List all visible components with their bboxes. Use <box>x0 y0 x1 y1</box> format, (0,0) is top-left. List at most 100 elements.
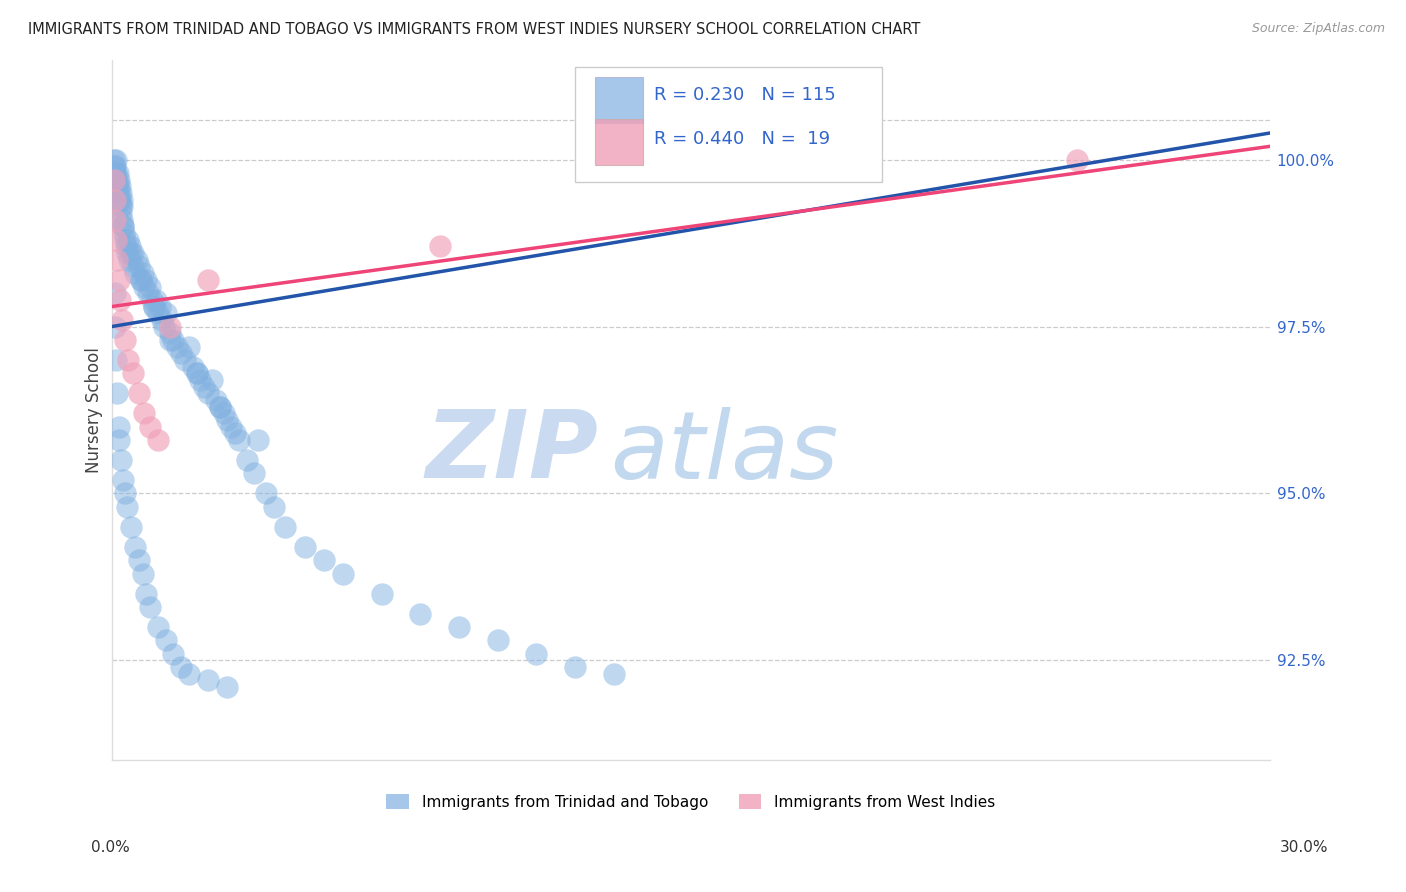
Point <box>205 392 228 407</box>
Point <box>107 273 129 287</box>
Point <box>486 633 509 648</box>
Point <box>111 313 134 327</box>
Point <box>103 166 125 180</box>
Point <box>124 266 146 280</box>
Point <box>429 239 451 253</box>
Point <box>104 153 127 167</box>
Point <box>201 373 224 387</box>
Point <box>564 660 586 674</box>
Point <box>197 386 219 401</box>
Point <box>274 520 297 534</box>
Point <box>212 406 235 420</box>
Point <box>108 193 131 207</box>
Point <box>128 260 150 274</box>
Text: R = 0.230   N = 115: R = 0.230 N = 115 <box>654 86 835 103</box>
Point <box>208 400 231 414</box>
Point <box>197 673 219 688</box>
Point <box>110 453 132 467</box>
Point <box>162 647 184 661</box>
Point <box>312 553 335 567</box>
FancyBboxPatch shape <box>575 67 882 182</box>
Point <box>107 193 129 207</box>
Point <box>134 279 156 293</box>
Point <box>107 419 129 434</box>
Point <box>110 206 132 220</box>
Point <box>332 566 354 581</box>
Point <box>107 186 129 200</box>
Point <box>114 333 136 347</box>
Point <box>135 586 157 600</box>
Point <box>105 353 128 368</box>
Point <box>107 252 129 267</box>
Point <box>155 633 177 648</box>
Point <box>128 553 150 567</box>
Point <box>104 160 127 174</box>
Point <box>117 353 139 368</box>
Point <box>177 666 200 681</box>
Point <box>115 239 138 253</box>
Point <box>139 419 162 434</box>
Point <box>162 333 184 347</box>
Point <box>247 433 270 447</box>
Point <box>236 453 259 467</box>
Point <box>186 366 208 380</box>
Point <box>131 266 153 280</box>
Point <box>228 433 250 447</box>
Point <box>124 540 146 554</box>
Point <box>186 366 208 380</box>
Point <box>217 413 239 427</box>
Point <box>263 500 285 514</box>
Point <box>103 160 125 174</box>
Point <box>143 300 166 314</box>
Point <box>1066 153 1088 167</box>
Text: Source: ZipAtlas.com: Source: ZipAtlas.com <box>1251 22 1385 36</box>
Point <box>254 486 277 500</box>
Point <box>104 319 127 334</box>
Point <box>114 486 136 500</box>
Text: R = 0.440   N =  19: R = 0.440 N = 19 <box>654 130 830 148</box>
Point <box>166 340 188 354</box>
Point <box>111 199 134 213</box>
Point <box>141 293 163 307</box>
Point <box>221 419 243 434</box>
Point <box>110 199 132 213</box>
Point <box>105 166 128 180</box>
Point <box>121 366 143 380</box>
Point <box>107 179 129 194</box>
Point <box>103 172 125 186</box>
Point <box>146 433 169 447</box>
Point <box>104 286 127 301</box>
Point <box>105 233 128 247</box>
Point <box>217 680 239 694</box>
Point <box>139 599 162 614</box>
Point <box>108 172 131 186</box>
Point <box>146 620 169 634</box>
Point <box>103 153 125 167</box>
Point <box>112 219 135 234</box>
Text: 0.0%: 0.0% <box>91 839 131 855</box>
Point <box>143 300 166 314</box>
Point <box>121 260 143 274</box>
Point <box>294 540 316 554</box>
Point <box>139 279 162 293</box>
Point <box>112 219 135 234</box>
Point <box>152 319 174 334</box>
Point <box>104 166 127 180</box>
Point <box>190 373 212 387</box>
Point <box>159 326 181 341</box>
Point <box>524 647 547 661</box>
Point <box>129 273 152 287</box>
FancyBboxPatch shape <box>595 77 643 123</box>
Point <box>174 353 197 368</box>
Point <box>105 179 128 194</box>
Point <box>112 226 135 240</box>
Text: ZIP: ZIP <box>425 406 598 498</box>
Point <box>155 306 177 320</box>
Point <box>149 300 172 314</box>
Point <box>224 426 246 441</box>
Legend: Immigrants from Trinidad and Tobago, Immigrants from West Indies: Immigrants from Trinidad and Tobago, Imm… <box>381 788 1001 816</box>
Point <box>120 246 142 260</box>
FancyBboxPatch shape <box>595 120 643 165</box>
Point <box>120 239 142 253</box>
Point <box>136 286 159 301</box>
